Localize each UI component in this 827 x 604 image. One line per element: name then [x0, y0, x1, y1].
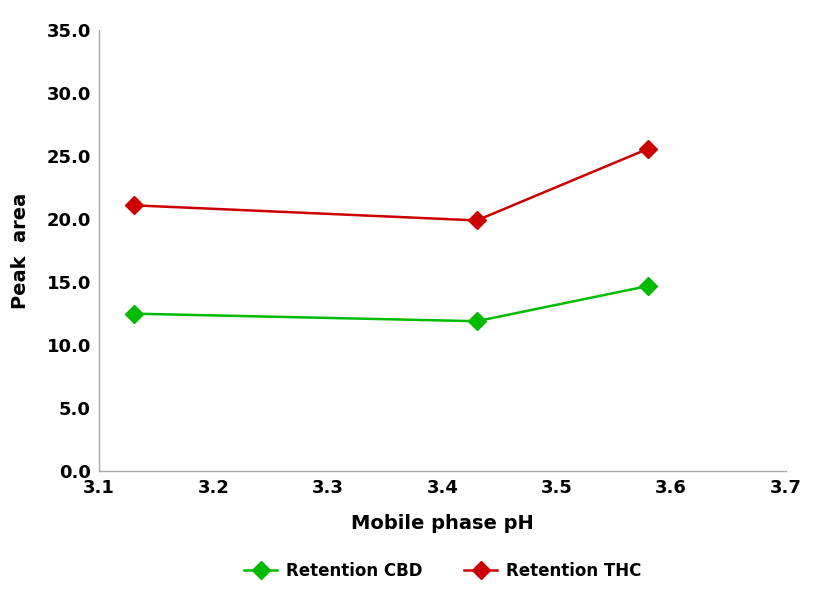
Line: Retention THC: Retention THC: [127, 143, 655, 226]
Retention THC: [471, 217, 481, 224]
Legend: Retention CBD, Retention THC: Retention CBD, Retention THC: [237, 555, 648, 586]
Retention THC: [643, 145, 653, 152]
Line: Retention CBD: Retention CBD: [127, 280, 655, 327]
Retention CBD: [471, 318, 481, 325]
X-axis label: Mobile phase pH: Mobile phase pH: [351, 514, 533, 533]
Retention CBD: [643, 282, 653, 289]
Retention THC: [128, 202, 138, 209]
Retention CBD: [128, 310, 138, 317]
Y-axis label: Peak  area: Peak area: [11, 193, 30, 309]
